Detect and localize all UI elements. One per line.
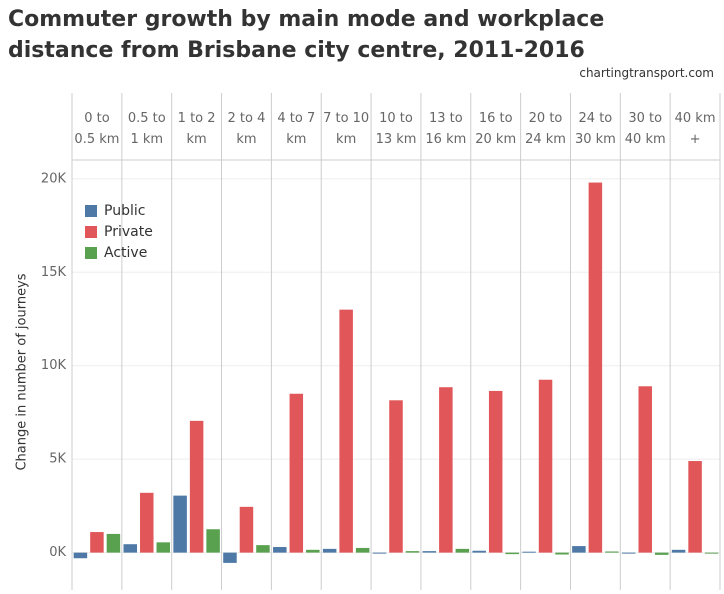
- legend-swatch: [85, 226, 97, 238]
- legend-label: Public: [104, 203, 145, 219]
- bar: [156, 542, 171, 553]
- bar: [405, 551, 420, 553]
- category-label: 7 to 10 km: [323, 111, 369, 147]
- bar: [273, 547, 287, 553]
- bar: [73, 552, 88, 559]
- legend-label: Private: [104, 224, 153, 240]
- source: chartingtransport.com: [579, 66, 714, 80]
- category-label: 2 to 4 km: [228, 111, 266, 147]
- bar: [439, 387, 453, 553]
- bar: [505, 552, 519, 555]
- bar: [306, 549, 320, 553]
- bar: [555, 552, 569, 555]
- y-tick-label: 0K: [49, 545, 66, 560]
- bar: [538, 379, 553, 553]
- bar: [355, 547, 370, 553]
- category-label: 0.5 to 1 km: [128, 111, 166, 147]
- bar: [671, 549, 686, 553]
- bar: [372, 552, 387, 554]
- bar: [572, 546, 586, 553]
- category-label: 4 to 7 km: [277, 111, 315, 147]
- bar: [322, 548, 337, 553]
- category-label: 0 to 0.5 km: [74, 111, 119, 147]
- bar: [688, 461, 702, 553]
- bar: [289, 393, 304, 553]
- y-tick-label: 20K: [41, 171, 67, 186]
- bar: [472, 550, 486, 553]
- category-label: 13 to 16 km: [425, 111, 466, 147]
- bar: [654, 552, 669, 555]
- category-label: 16 to 20 km: [475, 111, 516, 147]
- y-tick-label: 10K: [41, 358, 67, 373]
- y-tick-label: 15K: [41, 265, 67, 280]
- bar: [339, 309, 353, 553]
- y-tick-label: 5K: [49, 452, 66, 467]
- bar: [638, 386, 652, 553]
- chart-title: Commuter growth by main mode and workpla…: [8, 7, 605, 63]
- bar: [189, 420, 204, 553]
- legend-swatch: [85, 247, 97, 259]
- bar: [140, 492, 154, 553]
- bar: [223, 552, 237, 563]
- bar: [106, 533, 121, 553]
- legend-label: Active: [104, 245, 147, 261]
- category-label: 20 to 24 km: [525, 111, 566, 147]
- bar: [389, 400, 403, 553]
- category-label: 1 to 2 km: [178, 111, 216, 147]
- category-label: 30 to 40 km: [625, 111, 666, 147]
- bar: [256, 545, 270, 553]
- bar: [621, 552, 636, 554]
- bar: [173, 495, 187, 553]
- bar: [239, 506, 254, 553]
- bar: [488, 390, 503, 553]
- bar: [704, 552, 719, 554]
- y-axis-label: Change in number of journeys: [15, 273, 30, 470]
- category-label: 24 to 30 km: [575, 111, 616, 147]
- bar: [455, 548, 470, 553]
- bar: [605, 551, 619, 553]
- bar: [90, 532, 104, 553]
- bar: [422, 551, 437, 553]
- bar: [522, 551, 536, 553]
- category-label: 10 to 13 km: [376, 111, 417, 147]
- bar: [206, 529, 220, 553]
- bar: [123, 544, 138, 553]
- bar: [588, 182, 603, 553]
- legend-swatch: [85, 205, 97, 217]
- category-label: 40 km +: [675, 111, 716, 147]
